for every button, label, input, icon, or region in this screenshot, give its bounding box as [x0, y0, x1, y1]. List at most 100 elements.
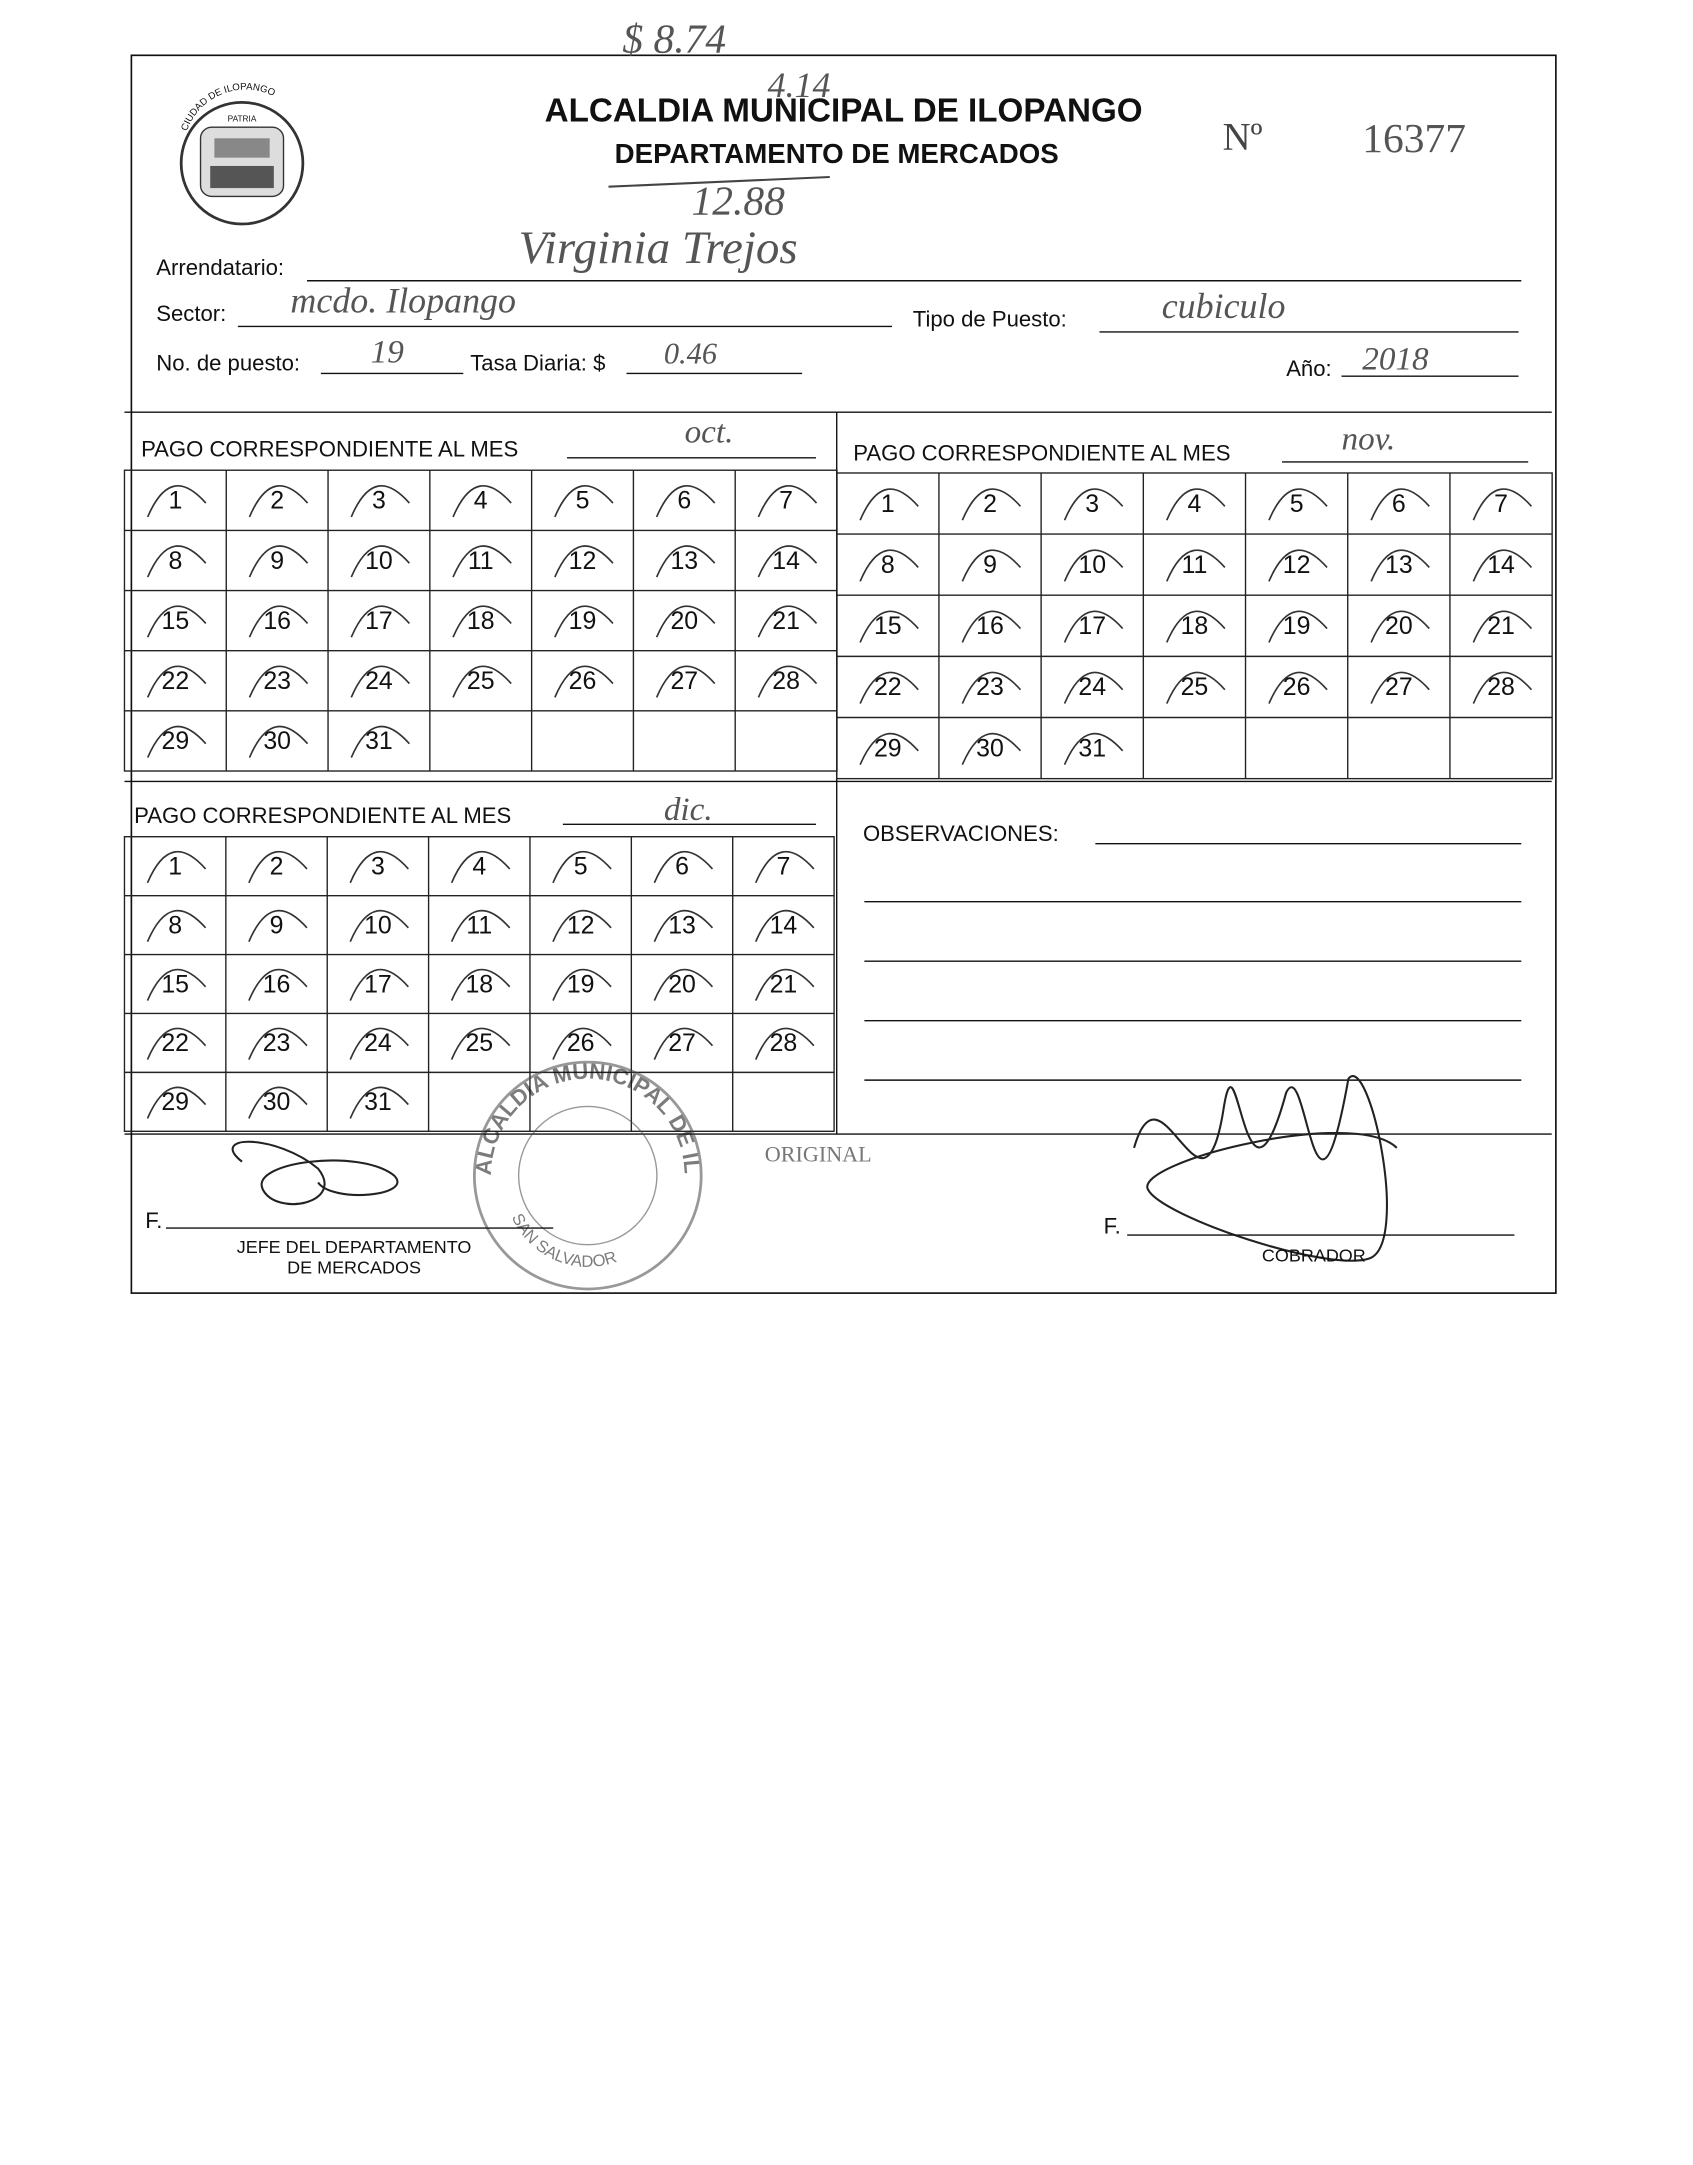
payment-mark	[757, 605, 818, 638]
payment-mark	[1472, 671, 1533, 704]
payment-mark	[146, 725, 207, 758]
day-number: 11	[468, 547, 494, 575]
payment-mark	[859, 610, 919, 643]
day-number: 21	[770, 970, 798, 998]
field-label: No. de puesto:	[156, 351, 300, 376]
payment-mark	[1063, 671, 1124, 704]
payment-mark	[655, 545, 716, 578]
day-number: 30	[976, 734, 1004, 762]
day-number: 17	[1078, 612, 1106, 640]
day-number: 17	[365, 607, 393, 635]
day-number: 7	[1494, 490, 1508, 518]
day-number: 30	[263, 727, 291, 755]
day-number: 8	[168, 911, 182, 939]
day-number: 10	[364, 911, 392, 939]
day-number: 29	[874, 734, 902, 762]
field-value: 0.46	[664, 337, 718, 371]
payment-mark	[859, 671, 919, 704]
payment-mark	[552, 968, 612, 1001]
day-number: 1	[881, 490, 895, 518]
payment-mark	[248, 485, 309, 518]
payment-mark	[655, 665, 716, 698]
day-number: 18	[467, 607, 495, 635]
payment-mark	[452, 545, 512, 578]
subtitle: DEPARTAMENTO DE MERCADOS	[615, 138, 1059, 169]
day-number: 25	[1181, 673, 1209, 701]
signature-title: COBRADOR	[1262, 1245, 1366, 1265]
day-number: 9	[270, 547, 284, 575]
day-number: 22	[161, 1029, 189, 1057]
day-number: 12	[1283, 551, 1311, 579]
day-number: 8	[881, 551, 895, 579]
day-number: 28	[770, 1029, 798, 1057]
day-number: 4	[1188, 490, 1202, 518]
month-value: dic.	[664, 791, 713, 828]
payment-mark	[552, 851, 612, 884]
payment-mark	[1063, 488, 1124, 521]
field-value: cubiculo	[1162, 286, 1286, 326]
payment-mark	[350, 725, 410, 758]
day-number: 14	[770, 911, 798, 939]
payment-mark	[1166, 610, 1226, 643]
payment-mark	[1268, 488, 1328, 521]
seal: ALCALDIA MUNICIPAL DE ILOPANGO SAN SALVA…	[0, 0, 705, 1291]
day-number: 17	[364, 970, 392, 998]
day-number: 27	[1385, 673, 1413, 701]
payment-mark	[754, 968, 815, 1001]
payment-mark	[248, 1027, 308, 1060]
day-number: 24	[365, 667, 393, 695]
form-border	[130, 54, 1557, 1294]
payment-mark	[146, 545, 207, 578]
month-label: PAGO CORRESPONDIENTE AL MES	[141, 436, 518, 461]
day-number: 30	[263, 1088, 291, 1116]
day-number: 27	[670, 667, 698, 695]
signature	[231, 1140, 399, 1206]
day-number: 7	[776, 852, 790, 880]
day-number: 25	[465, 1029, 493, 1057]
folio-number: 16377	[1362, 115, 1466, 161]
payment-mark	[146, 605, 207, 638]
payment-mark	[146, 909, 207, 943]
payment-mark	[349, 909, 409, 943]
observations-label: OBSERVACIONES:	[863, 821, 1059, 846]
annotation: 12.88	[692, 177, 786, 223]
signature-title: DE MERCADOS	[287, 1258, 421, 1278]
day-number: 20	[670, 607, 698, 635]
payment-mark	[452, 485, 512, 518]
day-number: 31	[364, 1088, 392, 1116]
field-value: Virginia Trejos	[519, 222, 798, 274]
day-number: 10	[365, 547, 393, 575]
day-number: 23	[263, 1029, 291, 1057]
payment-mark	[653, 851, 714, 884]
payment-mark	[350, 545, 410, 578]
payment-mark	[859, 549, 919, 582]
day-number: 2	[983, 490, 997, 518]
day-grid	[123, 836, 835, 1132]
payment-mark	[1370, 488, 1430, 521]
day-number: 13	[668, 911, 696, 939]
seal-text: ALCALDIA MUNICIPAL DE ILOPANGO	[0, 0, 705, 1176]
month-label: PAGO CORRESPONDIENTE AL MES	[134, 803, 511, 828]
day-number: 4	[474, 487, 488, 515]
payment-mark	[552, 909, 612, 943]
payment-mark	[146, 485, 207, 518]
day-number: 3	[1085, 490, 1099, 518]
payment-mark	[450, 968, 511, 1001]
logo-motto: PATRIA	[228, 114, 257, 124]
payment-mark	[248, 605, 309, 638]
payment-mark	[450, 851, 511, 884]
day-number: 5	[1290, 490, 1304, 518]
day-number: 3	[371, 852, 385, 880]
day-number: 19	[1283, 612, 1311, 640]
annotation-rule	[608, 175, 830, 188]
field-label: Arrendatario:	[156, 255, 284, 280]
day-number: 19	[567, 970, 595, 998]
day-number: 19	[569, 607, 597, 635]
payment-mark	[1166, 549, 1226, 582]
day-number: 18	[465, 970, 493, 998]
payment-mark	[1063, 549, 1124, 582]
payment-mark	[1472, 610, 1533, 643]
day-number: 6	[677, 487, 691, 515]
payment-mark	[754, 909, 815, 943]
